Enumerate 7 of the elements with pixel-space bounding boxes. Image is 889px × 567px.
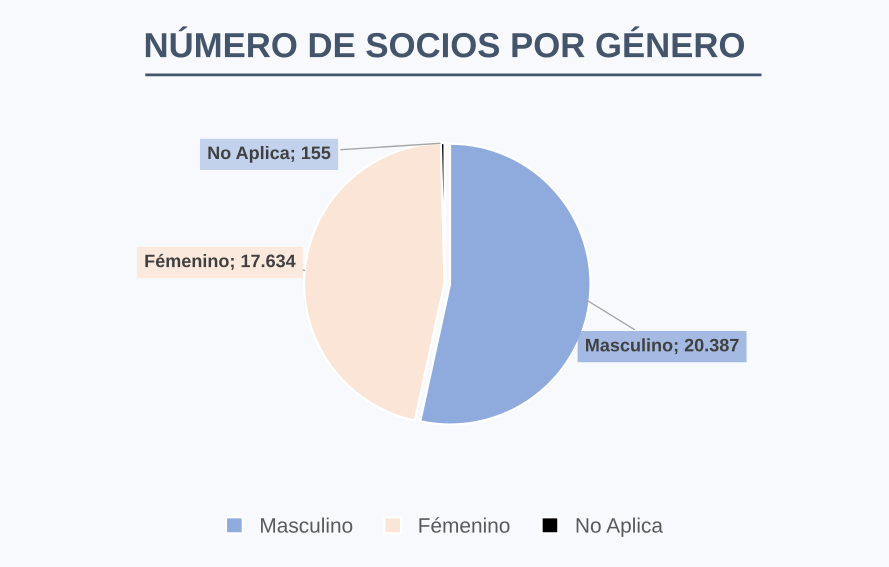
legend-label: No Aplica: [576, 517, 663, 537]
data-label: Fémenino; 17.634: [145, 254, 296, 270]
legend-label: Fémenino: [419, 517, 510, 533]
data-label: No Aplica; 155: [208, 146, 330, 163]
chart-title: NÚMERO DE SOCIOS POR GÉNERO: [146, 26, 744, 58]
data-label: Masculino; 20.387: [586, 338, 739, 354]
legend-label: Masculino: [261, 517, 352, 533]
